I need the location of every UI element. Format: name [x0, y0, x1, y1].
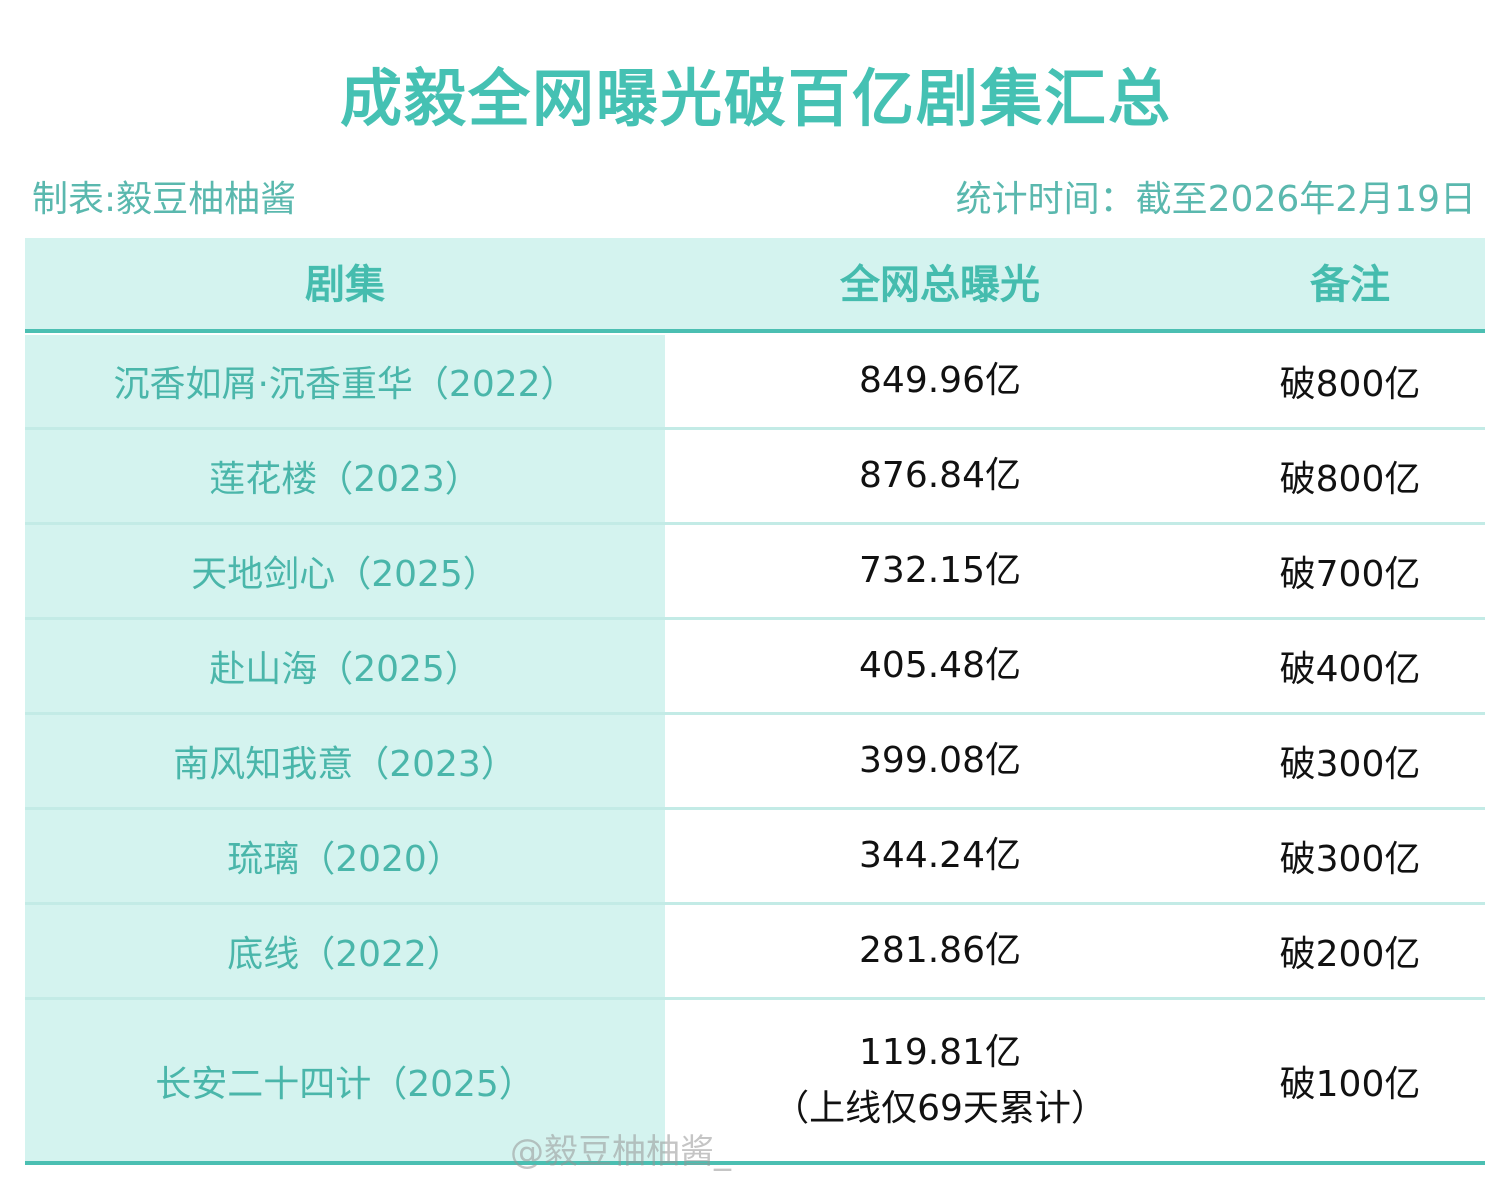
table-row: 赴山海（2025） 405.48亿 破400亿 [25, 620, 1485, 715]
exposure-cell: 405.48亿 [665, 620, 1215, 712]
exposure: 405.48亿 [859, 645, 1021, 686]
exposure-cell: 849.96亿 [665, 335, 1215, 427]
note: 破400亿 [1279, 649, 1421, 690]
column-header: 备注 [1310, 262, 1390, 308]
table-row: 莲花楼（2023） 876.84亿 破800亿 [25, 430, 1485, 525]
note: 破800亿 [1279, 364, 1421, 405]
exposure: 399.08亿 [859, 740, 1021, 781]
exposure: 876.84亿 [859, 455, 1021, 496]
drama-title: 赴山海（2025） [25, 620, 665, 712]
maker: 制表:毅豆柚柚酱 [32, 179, 297, 220]
note: 破300亿 [1279, 744, 1421, 785]
drama-title: 底线（2022） [25, 905, 665, 997]
table-row: 长安二十四计（2025） 119.81亿 （上线仅69天累计） 破100亿 [25, 1000, 1485, 1165]
exposure-note: （上线仅69天累计） [773, 1087, 1107, 1129]
drama-title: 长安二十四计（2025） [25, 1000, 665, 1161]
table-row: 沉香如屑·沉香重华（2022） 849.96亿 破800亿 [25, 335, 1485, 430]
table-row: 天地剑心（2025） 732.15亿 破700亿 [25, 525, 1485, 620]
drama-title: 天地剑心（2025） [25, 525, 665, 617]
title: 成毅全网曝光破百亿剧集汇总 [339, 62, 1172, 135]
exposure: 119.81亿 [859, 1031, 1021, 1073]
drama-title: 莲花楼（2023） [25, 430, 665, 522]
note: 破300亿 [1279, 839, 1421, 880]
table-header: 剧集 全网总曝光 备注 [25, 238, 1485, 333]
stat-time: 统计时间：截至2026年2月19日 [955, 179, 1476, 220]
exposure: 732.15亿 [859, 550, 1021, 591]
exposure: 281.86亿 [859, 930, 1021, 971]
exposure-cell: 281.86亿 [665, 905, 1215, 997]
table-row: 南风知我意（2023） 399.08亿 破300亿 [25, 715, 1485, 810]
exposure-cell: 732.15亿 [665, 525, 1215, 617]
exposure-cell: 399.08亿 [665, 715, 1215, 807]
exposure-cell: 876.84亿 [665, 430, 1215, 522]
note: 破800亿 [1279, 459, 1421, 500]
note: 破700亿 [1279, 554, 1421, 595]
exposure: 849.96亿 [859, 360, 1021, 401]
column-header: 剧集 [305, 262, 385, 308]
drama-title: 南风知我意（2023） [25, 715, 665, 807]
exposure-cell: 344.24亿 [665, 810, 1215, 902]
exposure-cell: 119.81亿 （上线仅69天累计） [665, 1000, 1215, 1161]
column-header: 全网总曝光 [840, 262, 1040, 308]
table-row: 底线（2022） 281.86亿 破200亿 [25, 905, 1485, 1000]
table: 剧集 全网总曝光 备注 沉香如屑·沉香重华（2022） 849.96亿 破800亿莲… [25, 238, 1485, 1165]
note: 破200亿 [1279, 934, 1421, 975]
note: 破100亿 [1279, 1063, 1421, 1105]
drama-title: 沉香如屑·沉香重华（2022） [25, 335, 665, 427]
drama-title: 琉璃（2020） [25, 810, 665, 902]
exposure: 344.24亿 [859, 835, 1021, 876]
table-row: 琉璃（2020） 344.24亿 破300亿 [25, 810, 1485, 905]
watermark: @毅豆柚柚酱_ [510, 1132, 731, 1172]
